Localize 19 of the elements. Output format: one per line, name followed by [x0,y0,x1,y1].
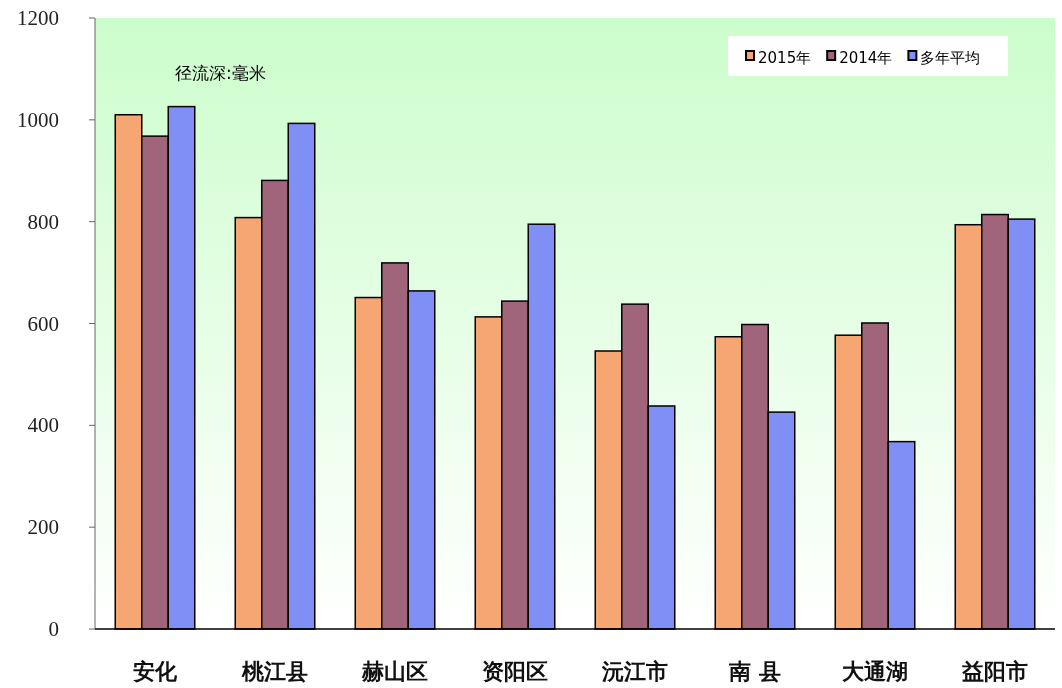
y-tick-label: 1200 [17,6,59,30]
annotation: 径流深:毫米 [175,63,266,83]
legend-label: 2014年 [839,49,893,67]
legend-label: 多年平均 [920,49,981,67]
y-tick-label: 0 [48,617,59,641]
y-tick-label: 200 [27,515,59,540]
y-tick-label: 600 [27,311,59,336]
x-tick-label: 安化 [133,659,178,684]
x-tick-label: 益阳市 [962,659,1028,684]
y-tick-label: 400 [27,413,59,438]
legend-label: 2015年 [758,49,812,67]
x-tick-label: 南 县 [728,659,781,684]
x-tick-label: 桃江县 [241,659,308,684]
x-tick-label: 资阳区 [482,659,548,684]
x-tick-label: 赫山区 [361,659,428,684]
x-tick-label: 大通湖 [842,659,908,684]
y-tick-label: 800 [27,209,59,234]
y-tick-label: 1000 [17,107,59,132]
x-tick-label: 沅江市 [601,659,668,684]
